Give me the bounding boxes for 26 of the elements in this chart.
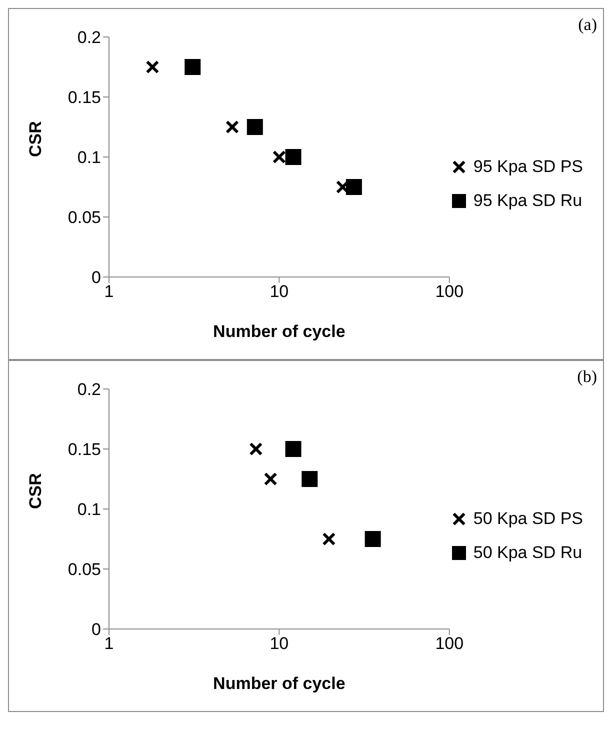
x-tick-label: 100	[435, 282, 464, 302]
x-axis-title: Number of cycle	[213, 322, 346, 341]
y-tick-label: 0.05	[68, 208, 101, 228]
y-tick-label: 0.15	[68, 440, 101, 460]
x-tick-label: 10	[270, 282, 289, 302]
legend-label: 50 Kpa SD PS	[473, 509, 583, 529]
y-tick-label: 0	[92, 268, 101, 288]
y-tick-label: 0.05	[68, 560, 101, 580]
y-axis-title: CSR	[26, 121, 46, 157]
y-tick-label: 0.1	[77, 500, 101, 520]
legend-label: 50 Kpa SD Ru	[473, 543, 582, 563]
y-tick-label: 0.1	[77, 148, 101, 168]
text: (a)	[578, 15, 597, 35]
legend-label: 95 Kpa SD PS	[473, 157, 583, 177]
legend-label: 95 Kpa SD Ru	[473, 191, 582, 211]
x-tick-label: 1	[104, 282, 114, 302]
text: (b)	[577, 367, 597, 387]
x-tick-label: 10	[270, 634, 289, 654]
y-tick-label: 0	[92, 620, 101, 640]
y-axis-title: CSR	[26, 473, 46, 509]
x-axis-title: Number of cycle	[213, 674, 346, 693]
y-tick-label: 0.2	[77, 380, 101, 400]
x-tick-label: 100	[435, 634, 464, 654]
x-tick-label: 1	[104, 634, 114, 654]
y-tick-label: 0.15	[68, 88, 101, 108]
y-tick-label: 0.2	[77, 28, 101, 48]
